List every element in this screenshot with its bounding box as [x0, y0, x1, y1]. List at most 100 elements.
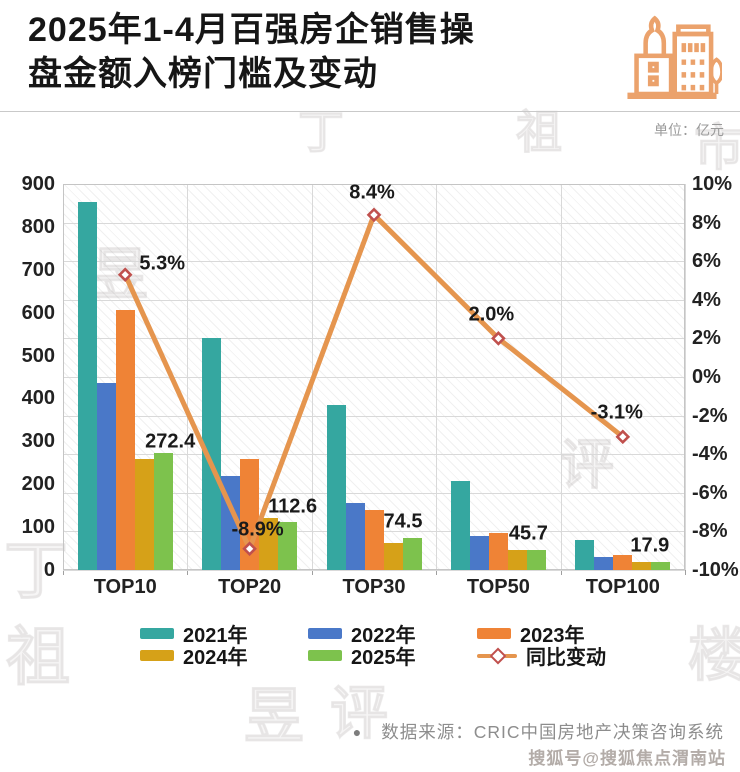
legend-label: 2024年: [183, 646, 248, 669]
left-axis-tick: 0: [43, 559, 55, 581]
bar-2023年-TOP50: [488, 533, 508, 570]
bar-2024年-TOP20: [259, 517, 279, 570]
line-point-label: -8.9%: [231, 518, 284, 541]
x-axis-tick-mark: [311, 570, 313, 575]
line-point-label: 5.3%: [139, 252, 185, 275]
right-axis-tick: -8%: [692, 520, 728, 543]
bar-2021年-TOP10: [77, 202, 97, 570]
bar-2022年-TOP100: [594, 556, 614, 570]
bar-value-label: 74.5: [383, 510, 423, 533]
legend-item-2025年: 2025年: [308, 647, 416, 669]
gridline-horizontal: [63, 377, 685, 378]
x-axis-tick-mark: [436, 570, 438, 575]
bar-2021年-TOP50: [450, 481, 470, 570]
diamond-marker: [491, 331, 506, 346]
bar-2025年-TOP100: [651, 562, 671, 570]
x-axis-category-label: TOP100: [585, 576, 660, 598]
bar-2024年-TOP100: [632, 561, 652, 570]
bar-2022年-TOP50: [469, 535, 489, 570]
bar-2021年-TOP30: [326, 404, 346, 570]
right-axis-tick: 8%: [692, 211, 721, 234]
gridline-vertical: [436, 184, 438, 570]
background-watermark-glyph: 祖: [6, 621, 71, 694]
line-point-label: 8.4%: [349, 181, 395, 204]
bar-2023年-TOP10: [115, 309, 135, 570]
x-axis-tick-mark: [187, 570, 189, 575]
diamond-marker: [242, 541, 257, 557]
gridline-horizontal: [63, 492, 685, 494]
legend-line-marker: [477, 647, 517, 665]
gridline-horizontal: [63, 454, 685, 456]
bar-2023年-TOP100: [613, 555, 633, 570]
bar-value-label: 272.4: [145, 430, 196, 453]
bar-2024年-TOP30: [383, 542, 403, 570]
legend-label: 同比变动: [526, 646, 606, 669]
gridline-horizontal: [63, 261, 685, 263]
page-title-line1: 2025年1-4月百强房企销售操: [28, 11, 475, 49]
chart-plot-area: 272.4 112.6 74.5 45.7 17.9 5.3% -8.9% 8.4% 2.0% -…: [63, 181, 686, 571]
gridline-horizontal: [63, 299, 685, 301]
legend-item-2022年: 2022年: [308, 625, 416, 647]
right-axis-tick: -10%: [692, 559, 739, 581]
header-divider: [0, 111, 740, 112]
bar-2022年-TOP30: [345, 502, 365, 570]
footer-bullet-icon: ●: [352, 723, 362, 740]
bar-value-label: 17.9: [630, 534, 670, 557]
left-axis-tick: 300: [21, 430, 55, 453]
x-axis-tick-mark: [685, 570, 686, 575]
right-axis-tick: -4%: [692, 443, 728, 466]
left-axis-tick: 700: [21, 258, 55, 281]
bar-2021年-TOP100: [575, 539, 595, 570]
unit-label: 单位：亿元: [654, 122, 724, 138]
right-axis-tick: -6%: [692, 481, 728, 504]
left-axis-tick: 800: [21, 215, 55, 238]
bar-2024年-TOP50: [507, 549, 527, 570]
gridline-horizontal: [63, 222, 685, 224]
bar-2025年-TOP30: [402, 538, 422, 570]
legend-item-2023年: 2023年: [477, 625, 585, 647]
bar-2025年-TOP10: [153, 453, 173, 570]
page-title-line2: 盘金额入榜门槛及变动: [28, 55, 378, 93]
bar-2022年-TOP10: [96, 383, 116, 570]
legend-swatch: [308, 649, 342, 661]
legend-swatch: [477, 627, 511, 639]
gridline-horizontal: [63, 570, 685, 571]
background-watermark-glyph: 丁: [298, 106, 345, 159]
gridline-vertical: [560, 184, 562, 570]
legend-label: 2023年: [520, 624, 585, 647]
gridline-vertical: [187, 184, 189, 570]
background-watermark-glyph: 楼: [687, 623, 740, 689]
bar-value-label: 45.7: [508, 522, 548, 545]
legend-label: 2021年: [183, 624, 248, 647]
legend-swatch: [140, 627, 174, 639]
right-axis-tick: 6%: [692, 250, 721, 273]
diamond-marker: [366, 207, 382, 223]
page-title: 2025年1-4月百强房企销售操 盘金额入榜门槛及变动: [28, 8, 628, 96]
legend-item-2021年: 2021年: [140, 625, 248, 647]
left-axis-tick: 600: [21, 301, 55, 324]
left-axis-tick: 900: [21, 173, 55, 195]
left-axis-tick: 500: [21, 344, 55, 367]
diamond-marker: [615, 429, 631, 445]
x-axis-category-label: TOP10: [93, 576, 157, 598]
x-axis-category-label: TOP30: [342, 576, 406, 598]
line-path: [122, 212, 625, 552]
x-axis-category-label: TOP20: [218, 576, 282, 598]
bar-2023年-TOP30: [364, 509, 384, 570]
legend-swatch: [140, 649, 174, 661]
buildings-icon: [622, 6, 724, 107]
legend-item-2024年: 2024年: [140, 647, 248, 669]
line-point-label: 2.0%: [468, 303, 515, 326]
gridline-horizontal: [63, 338, 685, 340]
legend-diamond-marker: [489, 647, 507, 665]
bar-2025年-TOP50: [526, 550, 546, 570]
right-axis-tick: 10%: [692, 173, 733, 195]
right-axis-tick: -2%: [692, 404, 728, 427]
left-axis-tick: 100: [21, 516, 55, 539]
x-axis-tick-mark: [560, 570, 562, 575]
background-watermark-glyph: 市: [694, 120, 740, 177]
bar-2024年-TOP10: [134, 459, 154, 570]
footer: ● 数据来源：CRIC中国房地产决策咨询系统: [353, 719, 724, 744]
data-source-text: 数据来源：CRIC中国房地产决策咨询系统: [381, 722, 724, 742]
